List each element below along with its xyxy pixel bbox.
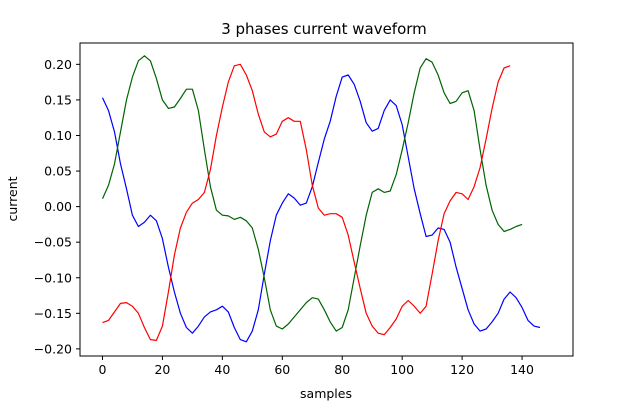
x-tick-label: 140 xyxy=(510,362,534,377)
x-tick-label: 0 xyxy=(99,362,107,377)
y-tick-label: 0.10 xyxy=(44,128,72,143)
y-tick-label: 0.15 xyxy=(44,92,72,107)
series-line-1 xyxy=(101,74,541,343)
series-line-2 xyxy=(101,55,523,332)
x-tick-label: 20 xyxy=(154,362,170,377)
chart-title: 3 phases current waveform xyxy=(221,20,427,38)
x-tick-label: 80 xyxy=(334,362,350,377)
y-tick-label: 0.20 xyxy=(44,57,72,72)
plot-area-frame xyxy=(79,42,574,357)
y-tick-label: −0.05 xyxy=(34,235,72,250)
y-tick-label: 0.00 xyxy=(44,199,72,214)
y-tick-label: 0.05 xyxy=(44,164,72,179)
series-line-3 xyxy=(102,63,511,341)
y-tick-label: −0.10 xyxy=(34,270,72,285)
x-tick-label: 60 xyxy=(274,362,290,377)
y-tick-label: −0.20 xyxy=(34,341,72,356)
x-tick-label: 120 xyxy=(450,362,474,377)
x-axis-label: samples xyxy=(300,386,352,401)
x-tick-label: 100 xyxy=(390,362,414,377)
x-tick-label: 40 xyxy=(214,362,230,377)
y-tick-label: −0.15 xyxy=(34,306,72,321)
y-axis-label: current xyxy=(5,176,20,221)
